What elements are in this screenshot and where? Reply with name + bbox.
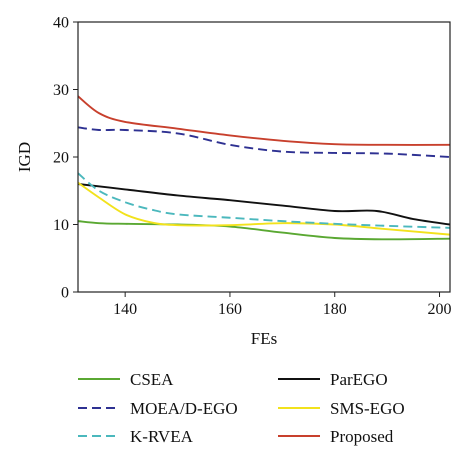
x-axis-label: FEs — [251, 329, 277, 348]
y-tick-label: 20 — [53, 150, 69, 167]
axis-ticks: 140 160 180 200 0 10 20 30 40 — [53, 15, 452, 319]
series-line-csea — [78, 220, 450, 241]
series-line-parego — [78, 183, 450, 226]
legend-label: ParEGO — [330, 370, 388, 389]
x-tick-label: 200 — [428, 301, 452, 318]
legend-label: MOEA/D-EGO — [130, 399, 238, 418]
y-tick-label: 0 — [61, 285, 69, 302]
plot-frame — [77, 21, 451, 293]
y-tick-label: 30 — [53, 82, 69, 99]
y-tick-label: 40 — [53, 15, 69, 32]
legend: CSEA ParEGO MOEA/D-EGO SMS-EGO K-RVEA Propose… — [78, 370, 405, 446]
y-tick-label: 10 — [53, 217, 69, 234]
legend-label: K-RVEA — [130, 427, 194, 446]
plot-lines — [78, 95, 450, 241]
series-line-moea-d-ego — [78, 126, 450, 158]
x-tick-label: 160 — [218, 301, 242, 318]
y-axis-label: IGD — [15, 142, 34, 172]
x-tick-label: 140 — [113, 301, 137, 318]
legend-label: SMS-EGO — [330, 399, 405, 418]
series-line-sms-ego — [78, 181, 450, 236]
x-tick-label: 180 — [323, 301, 347, 318]
series-line-proposed — [78, 95, 450, 146]
series-line-k-rvea — [78, 172, 450, 229]
legend-label: CSEA — [130, 370, 174, 389]
legend-label: Proposed — [330, 427, 394, 446]
